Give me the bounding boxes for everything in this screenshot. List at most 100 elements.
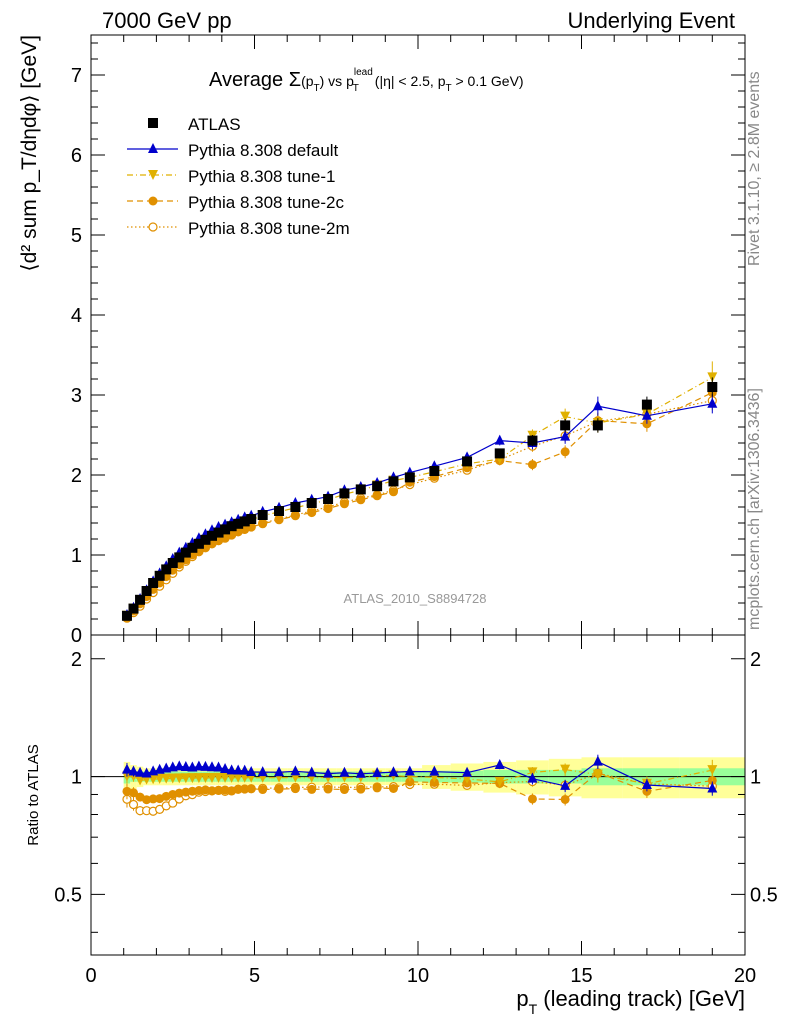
legend-pythia-8-308-tune-1-marker [148,170,158,180]
pythia-8-308-tune-1-ratio-point [174,773,185,784]
ratio-axis-label: Ratio to ATLAS [25,744,42,845]
pythia-8-308-default-ratio-point [226,764,237,775]
pythia-8-308-default-line [126,403,713,616]
pythia-8-308-tune-2c-point [388,487,398,497]
atlas-point [257,510,268,520]
pythia-8-308-default-ratio-point [246,765,257,776]
pythia-8-308-default-ratio-point [239,764,250,775]
pythia-8-308-default-ratio-point [193,760,204,771]
legend: ATLAS Pythia 8.308 default Pythia 8.308 tu… [127,115,350,238]
pythia-8-308-tune-1-ratio-point [187,773,198,784]
pythia-8-308-tune-1-ratio-point [200,773,211,784]
pythia-8-308-tune-1-ratio-point [494,776,505,787]
pythia-8-308-default-ratio-point [404,765,415,776]
pythia-8-308-tune-2c-point [290,511,300,521]
pythia-8-308-tune-2c-point [323,504,333,514]
pythia-8-308-tune-2c-ratio-point [240,784,250,794]
atlas-point [121,610,132,621]
x-tick-label: 10 [407,965,429,987]
pythia-8-308-default-ratio-point [135,766,146,777]
y-tick-label: 2 [71,465,82,487]
pythia-8-308-tune-2c-ratio-point [356,784,366,794]
legend-pythia-8-308-tune-2m-label: Pythia 8.308 tune-2m [188,219,350,238]
header-process-label: Underlying Event [567,8,735,33]
pythia-8-308-tune-1-ratio-point [233,772,244,783]
legend-pythia-8-308-tune-2m-marker [148,222,158,232]
pythia-8-308-tune-2c-ratio-point [233,784,243,794]
axis-ticks: 0 5 10 15 20 0 1 2 3 4 5 6 7 0.5 0.5 1 1 2 2 [54,35,778,987]
atlas-point [193,538,204,549]
atlas-point [200,534,211,545]
y-tick-label: 0 [71,625,82,647]
pythia-8-308-default-ratio-point [372,766,383,777]
pythia-8-308-default-ratio-point [462,766,473,777]
legend-atlas-marker [148,118,158,128]
pythia-8-308-tune-1-ratio-point [213,772,224,783]
pythia-8-308-tune-2c-point [307,508,317,518]
atlas-point [187,542,198,553]
atlas-point [180,547,191,558]
pythia-8-308-default-ratio-point [180,760,191,771]
pythia-8-308-tune-1-ratio-point [592,769,603,780]
x-tick-label: 0 [85,965,96,987]
legend-atlas-label: ATLAS [188,115,241,134]
pythia-8-308-tune-2c-ratio-point [323,784,333,794]
atlas-point [226,521,237,532]
pythia-8-308-default-point [707,397,718,408]
pythia-8-308-tune-2c-ratio-point [388,783,398,793]
pythia-8-308-tune-1-ratio-point [135,775,146,786]
pythia-8-308-tune-2c-ratio-point [307,784,317,794]
pythia-8-308-tune-2c-ratio-point [258,785,268,795]
pythia-8-308-tune-2m-line [126,400,713,619]
y-tick-label: 6 [71,145,82,167]
pythia-8-308-tune-2c-point [527,460,537,470]
pythia-8-308-tune-2c-ratio-point [246,784,256,794]
y-tick-label: 1 [71,545,82,567]
pythia-8-308-tune-1-line [126,376,713,617]
header-energy-label: 7000 GeV pp [102,8,232,33]
ratio-y-tick-label-right: 2 [750,649,761,671]
pythia-8-308-default-ratio-point [339,766,350,777]
pythia-8-308-tune-2c-ratio-point [142,795,152,805]
pythia-8-308-default-ratio-point [306,766,317,777]
atlas-point [462,456,473,467]
legend-pythia-8-308-tune-2c-marker [148,196,158,206]
pythia-8-308-default-ratio-point [121,763,132,774]
atlas-point [339,488,350,499]
pythia-8-308-tune-1-ratio-point [167,773,178,784]
pythia-8-308-tune-2c-ratio-point [405,777,415,787]
mcplots-label: mcplots.cern.ch [arXiv:1306.3436] [746,388,763,630]
pythia-8-308-tune-2m-ratio-point [168,798,178,808]
pythia-8-308-default-ratio-point [323,767,334,778]
pythia-8-308-default-ratio-point [206,761,217,772]
pythia-8-308-tune-2c-point [560,447,570,457]
pythia-8-308-tune-2c-point [258,519,268,529]
legend-pythia-8-308-tune-2c-label: Pythia 8.308 tune-2c [188,193,344,212]
pythia-8-308-default-ratio-point [707,782,718,793]
pythia-8-308-tune-2c-point [356,495,366,505]
pythia-8-308-tune-2c-ratio-point [339,785,349,795]
x-tick-label: 15 [570,965,592,987]
pythia-8-308-default-ratio-point [200,760,211,771]
pythia-8-308-default-ratio-point [494,758,505,769]
pythia-8-308-tune-2c-point [372,491,382,501]
atlas-point [154,570,165,581]
pythia-8-308-tune-1-ratio-point [161,773,172,784]
pythia-8-308-default-ratio-point [290,765,301,776]
analysis-label: ATLAS_2010_S8894728 [344,591,487,606]
atlas-point [141,586,152,596]
pythia-8-308-default-ratio-point [257,766,268,777]
atlas-point [246,514,257,524]
pythia-8-308-default-point [592,400,603,411]
pythia-8-308-tune-1-ratio-point [193,773,204,784]
atlas-point [641,399,652,410]
atlas-point [429,466,440,476]
atlas-point [174,552,185,563]
atlas-point [135,594,146,605]
y-tick-label: 5 [71,225,82,247]
atlas-point [161,564,172,575]
pythia-8-308-default-ratio-point [233,764,244,775]
rivet-version-label: Rivet 3.1.10, ≥ 2.8M events [746,71,763,266]
pythia-8-308-default-ratio-point [388,766,399,777]
